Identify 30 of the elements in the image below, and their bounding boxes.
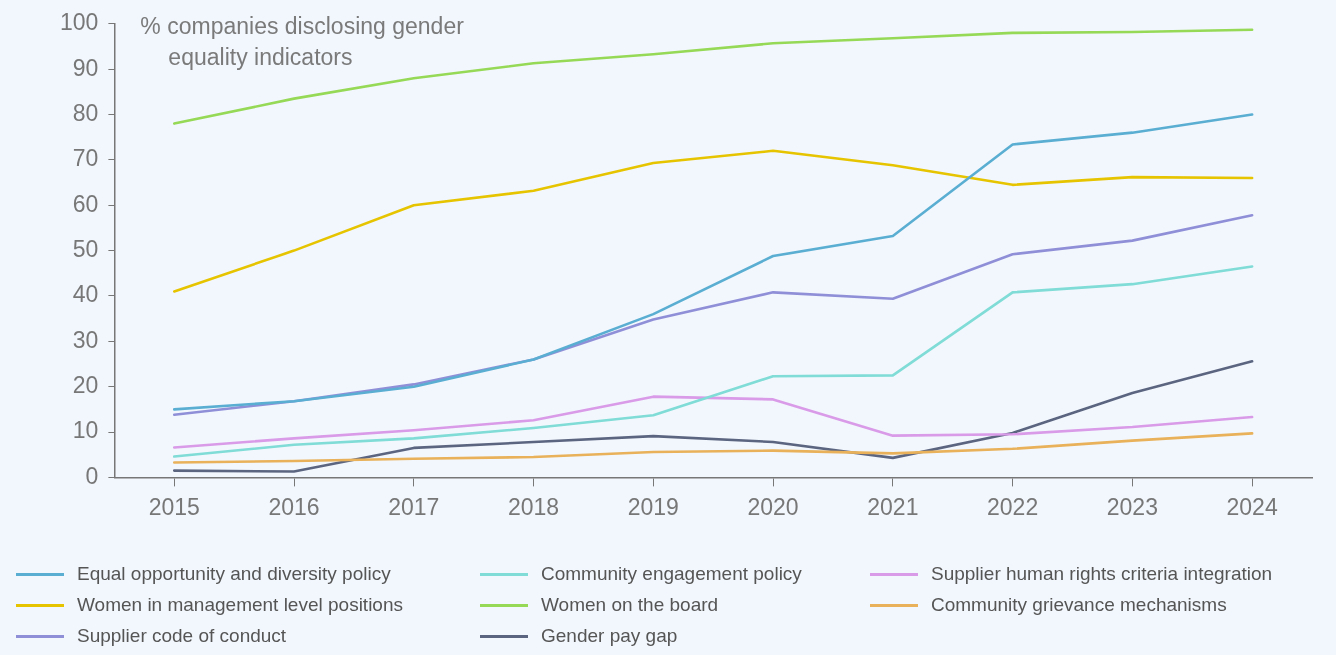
legend-label: Supplier human rights criteria integration <box>931 563 1273 585</box>
y-tick-label: 50 <box>72 235 99 262</box>
x-tick-label: 2023 <box>1106 493 1158 520</box>
x-tick-label: 2019 <box>627 493 679 520</box>
y-tick-label: 20 <box>72 372 99 399</box>
x-tick-label: 2024 <box>1226 493 1278 520</box>
legend-label: Community grievance mechanisms <box>931 594 1227 616</box>
y-axis-title: % companies disclosing gender equality indicators <box>140 12 465 70</box>
y-tick-label: 30 <box>72 326 99 353</box>
y-tick-label: 10 <box>72 417 99 444</box>
legend-label: Gender pay gap <box>541 625 678 647</box>
y-tick-label: 100 <box>60 9 99 36</box>
legend-label: Women in management level positions <box>77 594 403 616</box>
y-tick-label: 90 <box>72 54 99 81</box>
y-tick-label: 0 <box>85 462 99 489</box>
x-tick-label: 2021 <box>867 493 919 520</box>
y-tick-label: 60 <box>72 190 99 217</box>
x-tick-label: 2018 <box>507 493 560 520</box>
y-tick-label: 80 <box>72 99 99 126</box>
legend-label: Equal opportunity and diversity policy <box>77 563 391 585</box>
x-tick-label: 2017 <box>388 493 440 520</box>
legend-label: Supplier code of conduct <box>77 625 287 647</box>
y-tick-label: 70 <box>72 145 99 172</box>
x-tick-label: 2022 <box>987 493 1039 520</box>
y-tick-label: 40 <box>72 281 99 308</box>
x-tick-label: 2016 <box>268 493 320 520</box>
x-tick-label: 2015 <box>148 493 200 520</box>
legend-label: Women on the board <box>541 594 719 616</box>
x-tick-label: 2020 <box>747 493 799 520</box>
legend-label: Community engagement policy <box>541 563 802 585</box>
